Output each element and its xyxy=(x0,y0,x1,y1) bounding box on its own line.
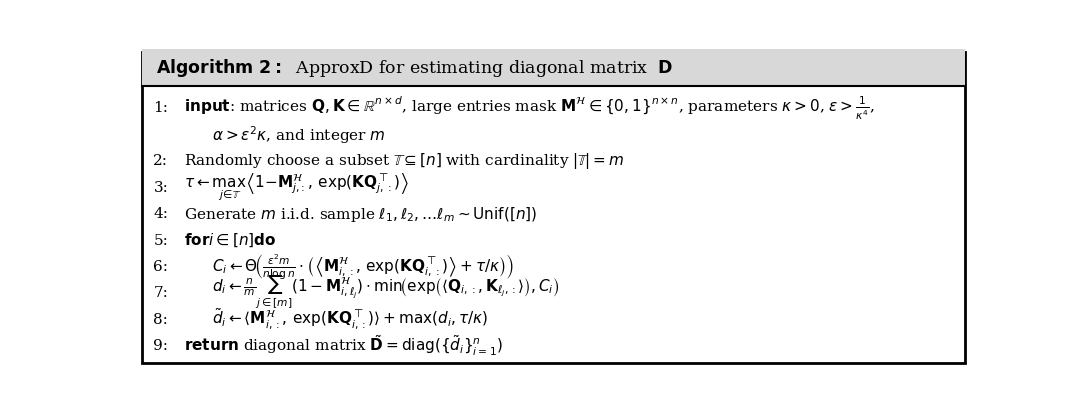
Text: 2:: 2: xyxy=(153,154,168,168)
Text: 1:: 1: xyxy=(153,102,168,115)
Text: 3:: 3: xyxy=(153,181,168,195)
Text: $\mathbf{input}$: matrices $\mathbf{Q}, \mathbf{K} \in \mathbb{R}^{n\times d}$, : $\mathbf{input}$: matrices $\mathbf{Q}, … xyxy=(184,95,875,122)
Text: 9:: 9: xyxy=(153,339,168,353)
Text: Generate $m$ i.i.d. sample $\ell_1, \ell_2, \ldots \ell_m \sim \mathrm{Unif}([n]: Generate $m$ i.i.d. sample $\ell_1, \ell… xyxy=(184,205,537,224)
Text: 5:: 5: xyxy=(153,233,168,247)
Text: 7:: 7: xyxy=(153,286,168,300)
Text: 4:: 4: xyxy=(153,207,168,221)
Text: 6:: 6: xyxy=(153,260,168,274)
Text: $C_i \leftarrow \Theta\!\left(\frac{\varepsilon^2 m}{n\log n} \cdot \left(\left\: $C_i \leftarrow \Theta\!\left(\frac{\var… xyxy=(212,252,514,282)
Text: $\alpha > \varepsilon^2 \kappa$, and integer $m$: $\alpha > \varepsilon^2 \kappa$, and int… xyxy=(212,124,386,145)
Bar xyxy=(141,49,966,86)
Text: $\bf{Algorithm\ 2:}$  ApproxD for estimating diagonal matrix  $\bf{D}$: $\bf{Algorithm\ 2:}$ ApproxD for estimat… xyxy=(156,57,673,79)
Text: 8:: 8: xyxy=(153,313,168,327)
Text: $\tau \leftarrow \max_{j\in\mathbb{T}} \left\langle 1 - \mathbf{M}^{\mathcal{H}}: $\tau \leftarrow \max_{j\in\mathbb{T}} \… xyxy=(184,172,408,203)
Text: $\tilde{d}_i \leftarrow \langle \mathbf{M}^{\mathcal{H}}_{i,:},\, \exp(\mathbf{K: $\tilde{d}_i \leftarrow \langle \mathbf{… xyxy=(212,307,488,332)
Text: $\mathbf{for}$$i \in [n]$$\mathbf{do}$: $\mathbf{for}$$i \in [n]$$\mathbf{do}$ xyxy=(184,232,275,249)
Text: Randomly choose a subset $\mathbb{T} \subseteq [n]$ with cardinality $|\mathbb{T: Randomly choose a subset $\mathbb{T} \su… xyxy=(184,151,624,171)
Text: $\mathbf{return}$ diagonal matrix $\tilde{\mathbf{D}} = \mathrm{diag}(\{\tilde{d: $\mathbf{return}$ diagonal matrix $\tild… xyxy=(184,334,502,358)
Text: $d_i \leftarrow \frac{n}{m}\sum_{j\in[m]}(1 - \mathbf{M}^{\mathcal{H}}_{i,\ell_j: $d_i \leftarrow \frac{n}{m}\sum_{j\in[m]… xyxy=(212,275,559,312)
